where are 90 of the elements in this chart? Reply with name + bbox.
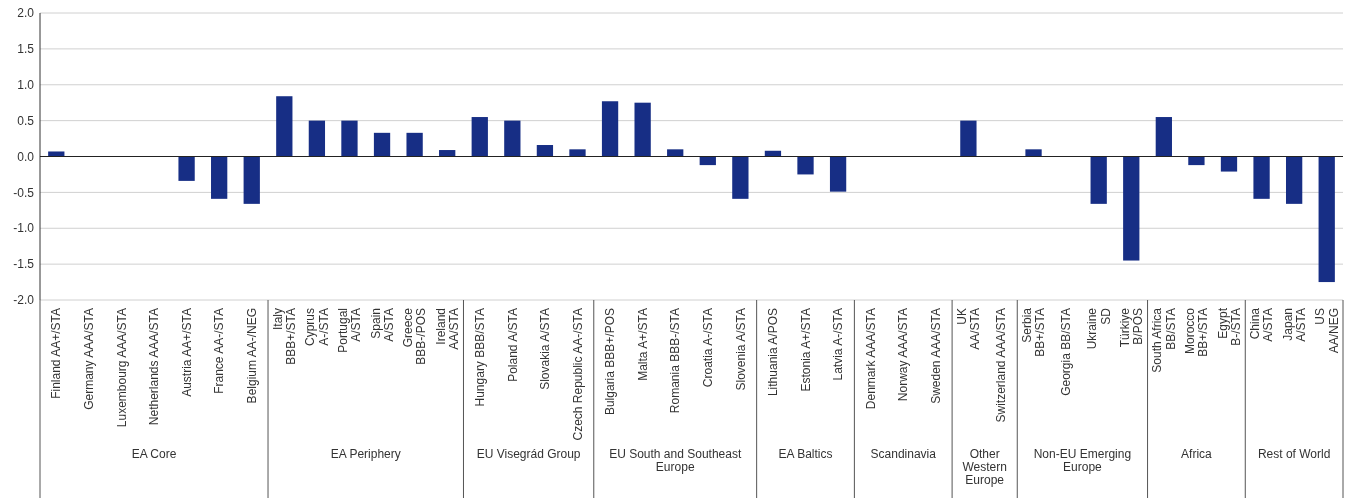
bar <box>1188 156 1205 166</box>
x-tick-label: Finland AA+/STA <box>49 308 64 399</box>
bar <box>1025 149 1042 157</box>
x-tick-label: Morocco BB+/STA <box>1183 307 1211 357</box>
y-tick-label: -2.0 <box>13 293 35 308</box>
x-tick-label: Slovenia A/STA <box>733 308 748 391</box>
x-tick-label: Egypt B-/STA <box>1215 307 1243 346</box>
x-tick-label: Cyprus A-/STA <box>303 308 331 347</box>
bar <box>667 149 684 157</box>
y-tick-label: 1.0 <box>17 77 35 92</box>
text: Rest of World <box>1257 447 1331 461</box>
x-tick-label: Poland A/STA <box>505 308 520 382</box>
text: Other Western Europe <box>962 447 1007 488</box>
bar <box>1285 156 1303 204</box>
bar <box>48 151 65 157</box>
bar <box>439 150 456 157</box>
bar <box>471 117 488 157</box>
x-tick-label: Malta A+/STA <box>635 308 650 381</box>
bar <box>634 102 651 157</box>
bar <box>1318 156 1335 283</box>
bar <box>960 120 977 157</box>
bar <box>699 156 716 166</box>
y-tick-label: -1.0 <box>13 221 35 236</box>
x-tick-label: Germany AAA/STA <box>82 308 97 410</box>
bar <box>178 156 195 181</box>
text: EU Visegrád Group <box>476 447 581 461</box>
x-tick-label: Ireland AA/STA <box>433 308 461 350</box>
bar <box>797 156 814 175</box>
x-tick-label: Georgia BB/STA <box>1059 308 1074 396</box>
x-tick-label: Hungary BBB/STA <box>472 308 487 407</box>
bar <box>341 120 358 157</box>
x-tick-label: Switzerland AAA/STA <box>994 308 1009 423</box>
x-tick-label: France AA-/STA <box>212 308 227 394</box>
x-tick-label: Portugal A/STA <box>336 308 364 353</box>
x-tick-label: Türkiye B/POS <box>1117 307 1146 348</box>
text: EA Baltics <box>778 447 833 461</box>
x-tick-label: Ukraine SD <box>1085 307 1113 350</box>
bar <box>829 156 847 192</box>
bar <box>243 156 260 204</box>
x-tick-label: Slovakia A/STA <box>538 308 553 390</box>
bar <box>504 120 521 157</box>
x-tick-label: Italy BBB+/STA <box>270 308 299 365</box>
y-tick-label: -1.5 <box>13 257 35 272</box>
bar <box>1253 156 1270 199</box>
bar <box>1220 156 1238 172</box>
x-tick-label: Bulgaria BBB+/POS <box>603 308 618 416</box>
y-tick-label: 2.0 <box>17 6 35 21</box>
x-tick-label: UK AA/STA <box>954 308 983 350</box>
x-tick-label: Belgium AA-/NEG <box>244 308 259 404</box>
bar <box>1090 156 1107 204</box>
text: Africa <box>1181 447 1213 461</box>
bar <box>1155 117 1172 157</box>
x-tick-label: Luxembourg AAA/STA <box>114 308 129 428</box>
x-tick-label: Austria AA+/STA <box>179 308 194 397</box>
bar <box>373 132 391 157</box>
text: EA Core <box>131 447 177 461</box>
x-tick-label: Serbia BB+/STA <box>1020 307 1048 357</box>
text: EU South and Southeast Europe <box>609 447 742 475</box>
x-tick-label: Norway AAA/STA <box>896 308 911 402</box>
x-tick-label: Denmark AAA/STA <box>863 308 878 410</box>
bar <box>406 132 423 157</box>
x-tick-label: China A/STA <box>1248 307 1276 342</box>
text: EA Periphery <box>330 447 401 461</box>
x-tick-label: Latvia A-/STA <box>831 308 846 381</box>
bar <box>1123 156 1140 261</box>
x-tick-label: Romania BBB-/STA <box>668 308 683 414</box>
x-tick-label: Spain A/STA <box>368 308 396 342</box>
x-tick-label: US AA/NEG <box>1313 308 1341 354</box>
y-tick-label: 1.5 <box>17 42 35 57</box>
x-tick-label: Sweden AAA/STA <box>929 308 944 404</box>
x-tick-label: Lithuania A/POS <box>766 308 781 397</box>
x-tick-label: Japan A/STA <box>1280 308 1308 342</box>
bar <box>536 145 554 157</box>
x-tick-label: Croatia A-/STA <box>700 308 715 388</box>
y-tick-label: -0.5 <box>13 185 35 200</box>
bar <box>732 156 749 199</box>
bar <box>211 156 228 199</box>
x-tick-label: Greece BBB-/POS <box>401 307 429 365</box>
text: Scandinavia <box>870 447 937 461</box>
bar <box>276 96 293 157</box>
x-tick-label: Czech Republic AA-/STA <box>570 308 585 441</box>
y-tick-label: 0.0 <box>17 149 35 164</box>
x-tick-label: South Africa BB/STA <box>1150 307 1178 373</box>
bar <box>569 149 586 157</box>
bar <box>601 101 619 157</box>
text: Non-EU Emerging Europe <box>1033 447 1132 475</box>
bar <box>308 120 326 157</box>
x-tick-label: Estonia A+/STA <box>798 308 813 392</box>
x-tick-label: Netherlands AAA/STA <box>147 308 162 426</box>
y-tick-label: 0.5 <box>17 113 35 128</box>
